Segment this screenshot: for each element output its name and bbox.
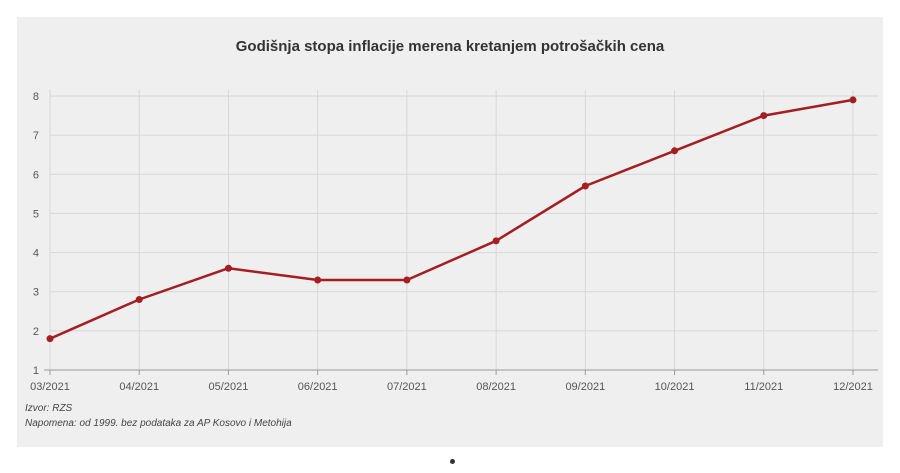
chart-notes: Izvor: RZS Napomena: od 1999. bez podata…	[25, 401, 292, 431]
series-layer	[46, 96, 857, 343]
y-tick-label-8: 8	[33, 91, 39, 103]
x-tick-label-5: 08/2021	[476, 381, 516, 393]
y-tick-label-1: 1	[33, 365, 39, 377]
data-point-2	[224, 264, 232, 272]
data-point-9	[849, 96, 857, 104]
footnote: Napomena: od 1999. bez podataka za AP Ko…	[25, 418, 292, 429]
x-tick-label-3: 06/2021	[298, 381, 338, 393]
x-tick-label-0: 03/2021	[30, 381, 70, 393]
axis-layer	[44, 369, 878, 375]
label-layer: 1 2 3 4 5 6 7 8 03/2021 04/2021 05/2021 06/2021 07/2…	[30, 91, 873, 393]
data-point-6	[581, 182, 589, 190]
y-tick-label-6: 6	[33, 169, 39, 181]
data-point-4	[403, 276, 411, 284]
x-tick-label-7: 10/2021	[655, 381, 695, 393]
line-chart: 1 2 3 4 5 6 7 8 03/2021 04/2021 05/2021 06/2021 07/2…	[30, 90, 878, 393]
y-tick-label-4: 4	[33, 248, 39, 260]
x-tick-label-9: 12/2021	[833, 381, 873, 393]
data-point-7	[671, 147, 679, 155]
grid-layer	[49, 90, 878, 370]
series-line	[49, 98, 854, 340]
data-point-5	[492, 237, 500, 245]
source-note: Izvor: RZS	[25, 403, 73, 414]
data-point-8	[760, 112, 768, 120]
x-tick-label-4: 07/2021	[387, 381, 427, 393]
y-tick-label-2: 2	[33, 326, 39, 338]
chart-panel: Godišnja stopa inflacije merena kretanje…	[17, 17, 883, 447]
chart-title: Godišnja stopa inflacije merena kretanje…	[235, 38, 665, 55]
y-tick-label-5: 5	[33, 208, 39, 220]
x-tick-label-2: 05/2021	[209, 381, 249, 393]
y-tick-label-7: 7	[33, 130, 39, 142]
x-tick-label-6: 09/2021	[565, 381, 605, 393]
y-tick-label-3: 3	[33, 287, 39, 299]
data-point-3	[314, 276, 322, 284]
data-point-0	[46, 335, 54, 343]
pagination-dot[interactable]	[450, 459, 455, 464]
data-point-1	[135, 296, 143, 304]
x-tick-label-8: 11/2021	[744, 381, 783, 393]
x-tick-label-1: 04/2021	[119, 381, 159, 393]
